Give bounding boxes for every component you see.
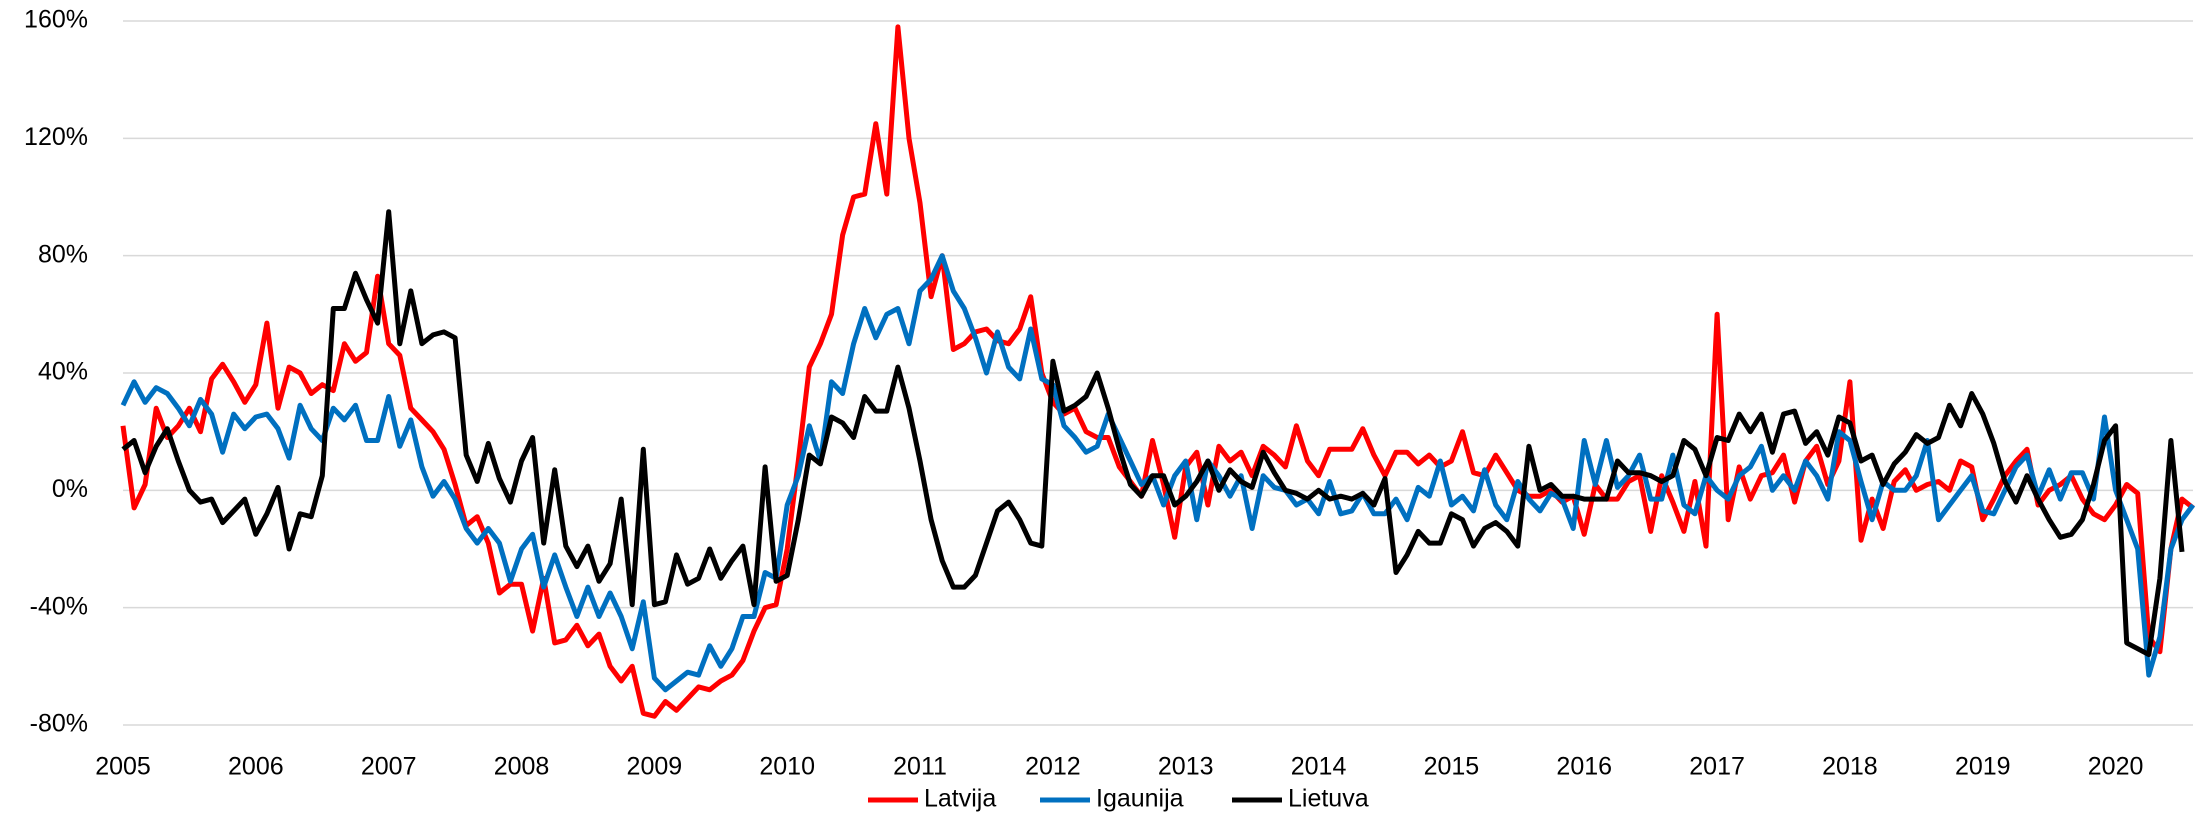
legend-label: Igaunija — [1096, 785, 1184, 813]
x-tick-label: 2013 — [1158, 753, 1214, 781]
series-line — [120, 24, 2195, 719]
y-tick-label: 120% — [24, 123, 88, 151]
x-tick-label: 2010 — [759, 753, 815, 781]
x-tick-label: 2016 — [1556, 753, 1612, 781]
y-tick-label: 80% — [38, 240, 88, 268]
x-tick-label: 2007 — [361, 753, 417, 781]
x-tick-label: 2020 — [2088, 753, 2144, 781]
x-tick-label: 2006 — [228, 753, 284, 781]
x-tick-label: 2014 — [1291, 753, 1347, 781]
y-tick-label: -80% — [30, 710, 88, 738]
x-tick-label: 2011 — [893, 753, 947, 781]
x-tick-label: 2008 — [494, 753, 550, 781]
x-tick-label: 2005 — [95, 753, 151, 781]
x-tick-label: 2012 — [1025, 753, 1081, 781]
series-line — [121, 209, 2185, 658]
y-tick-label: -40% — [30, 592, 88, 620]
y-tick-label: 0% — [52, 475, 88, 503]
legend-label: Latvija — [924, 785, 996, 813]
x-tick-label: 2017 — [1689, 753, 1745, 781]
x-tick-label: 2018 — [1822, 753, 1878, 781]
series-line — [120, 253, 2196, 693]
x-tick-label: 2019 — [1955, 753, 2011, 781]
x-tick-label: 2009 — [627, 753, 683, 781]
y-tick-label: 40% — [38, 358, 88, 386]
x-tick-label: 2015 — [1424, 753, 1480, 781]
legend-label: Lietuva — [1288, 785, 1369, 813]
y-tick-label: 160% — [24, 6, 88, 34]
